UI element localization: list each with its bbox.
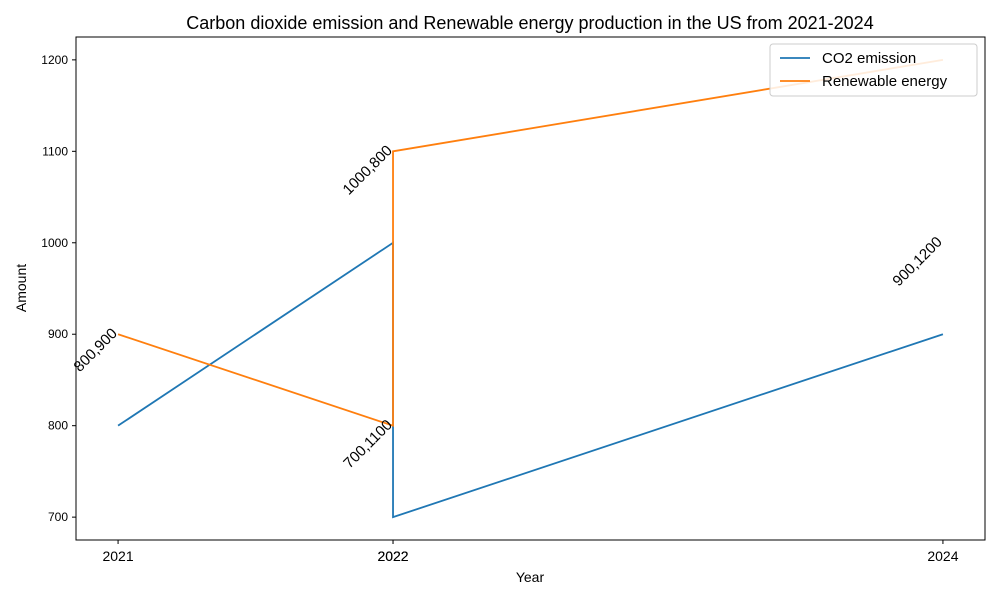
- y-tick-label: 1000: [41, 236, 68, 250]
- legend-label: CO2 emission: [822, 50, 916, 67]
- series-line: [117, 58, 944, 427]
- legend-label: Renewable energy: [822, 73, 948, 90]
- x-axis-label: Year: [516, 569, 545, 585]
- legend-box: [769, 43, 978, 97]
- chart-title: Carbon dioxide emission and Renewable en…: [186, 13, 873, 33]
- y-tick-label: 1200: [41, 53, 68, 67]
- annotation: 1000,800: [340, 142, 396, 198]
- legend: CO2 emission Renewable energy: [769, 43, 978, 97]
- y-tick-label: 800: [48, 419, 68, 433]
- annotation: 700,1100: [340, 416, 395, 471]
- x-tick-label: 2022: [377, 548, 408, 564]
- plot-frame: [75, 36, 986, 541]
- x-tick-label: 2021: [102, 548, 133, 564]
- y-axis-label: Amount: [13, 264, 29, 312]
- series-line: [117, 241, 944, 519]
- y-tick-label: 700: [48, 510, 68, 524]
- y-tick-label: 900: [48, 327, 68, 341]
- annotation: 900,1200: [889, 234, 945, 290]
- x-tick-label: 2022: [377, 548, 408, 564]
- x-tick-label: 2024: [927, 548, 958, 564]
- annotation: 800,900: [71, 325, 121, 375]
- y-tick-label: 1100: [42, 144, 68, 158]
